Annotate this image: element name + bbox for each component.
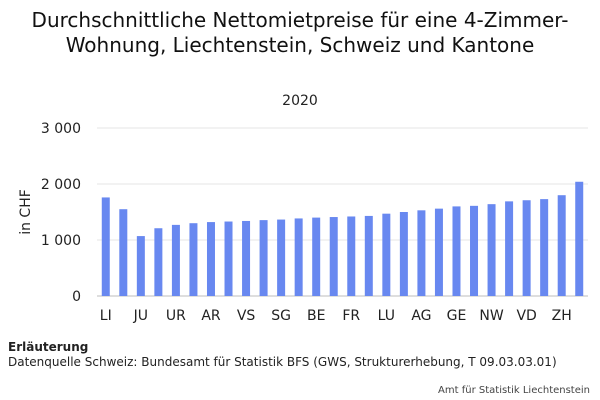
bar <box>487 204 496 296</box>
x-tick-label: VD <box>516 308 536 324</box>
bar <box>171 224 180 296</box>
bar <box>399 212 408 296</box>
x-tick-label: JU <box>133 308 148 324</box>
bar <box>224 221 233 296</box>
x-tick-label: AR <box>201 308 221 324</box>
bar <box>294 218 303 296</box>
bar <box>364 215 373 296</box>
bar <box>417 210 426 296</box>
x-axis-ticks: LI JU UR AR VS SG BE FR LU AG GE NW VD ZH <box>100 308 572 324</box>
chart-title: Durchschnittliche Nettomietpreise für ei… <box>31 8 569 57</box>
y-tick-label: 3 000 <box>41 121 81 137</box>
x-tick-label: FR <box>342 308 360 324</box>
bars <box>101 181 584 296</box>
bar <box>277 219 286 296</box>
x-tick-label: BE <box>307 308 325 324</box>
gridlines <box>97 127 588 297</box>
y-tick-label: 2 000 <box>41 177 81 193</box>
bar <box>575 181 584 296</box>
bar <box>382 213 391 296</box>
bar <box>259 220 268 296</box>
y-tick-label: 1 000 <box>41 233 81 249</box>
x-tick-label: NW <box>479 308 503 324</box>
x-tick-label: LI <box>100 308 112 324</box>
x-tick-label: UR <box>166 308 186 324</box>
bar <box>101 197 110 296</box>
x-tick-label: ZH <box>552 308 572 324</box>
bar <box>206 222 215 296</box>
bar <box>557 195 566 296</box>
bar <box>136 236 145 296</box>
notes-heading: Erläuterung <box>8 340 89 354</box>
bar <box>522 200 531 296</box>
bar <box>540 199 549 296</box>
bar <box>347 216 356 296</box>
data-source-note: Datenquelle Schweiz: Bundesamt für Stati… <box>8 355 557 369</box>
notes: Erläuterung Datenquelle Schweiz: Bundesa… <box>8 340 557 370</box>
bar <box>505 201 514 296</box>
x-tick-label: VS <box>237 308 256 324</box>
bar <box>189 223 198 296</box>
bar <box>242 220 251 296</box>
x-tick-label: GE <box>447 308 467 324</box>
chart-subtitle: 2020 <box>282 93 318 109</box>
bar <box>312 217 321 296</box>
y-axis-label: in CHF <box>18 189 34 235</box>
bar <box>470 205 479 296</box>
bar <box>434 208 443 296</box>
bar <box>154 228 163 296</box>
footer-credit: Amt für Statistik Liechtenstein <box>438 385 590 396</box>
bar <box>119 209 128 296</box>
y-axis-ticks: 0 1 000 2 000 3 000 <box>41 121 81 305</box>
bar <box>452 206 461 296</box>
x-tick-label: LU <box>378 308 395 324</box>
x-tick-label: AG <box>411 308 431 324</box>
x-tick-label: SG <box>271 308 291 324</box>
bar <box>329 217 338 296</box>
y-tick-label: 0 <box>72 289 81 305</box>
